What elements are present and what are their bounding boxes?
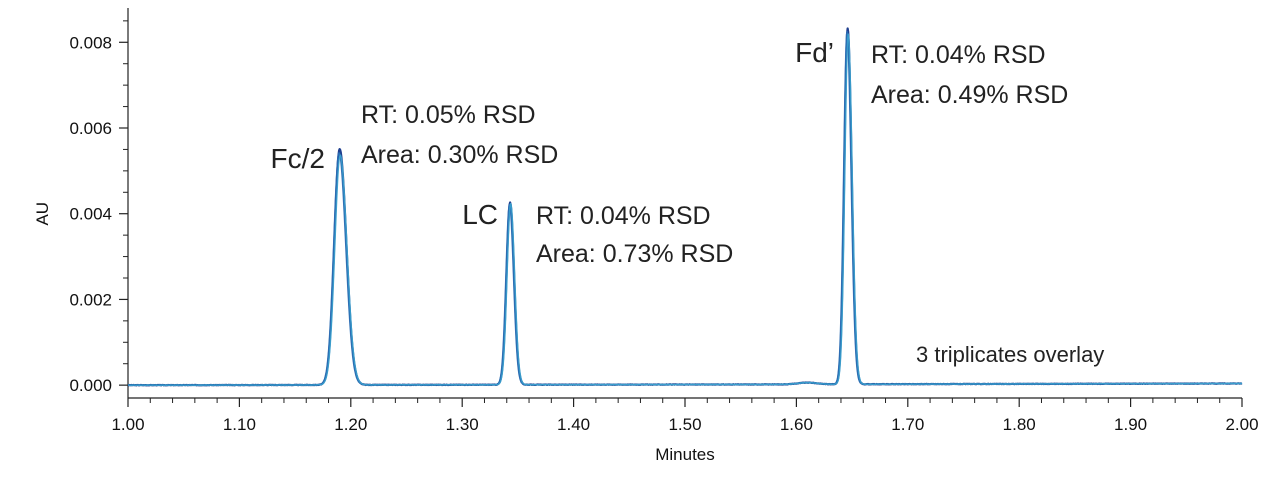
y-tick-label: 0.002	[69, 290, 112, 309]
peak-name-label: Fc/2	[271, 143, 325, 174]
y-axis-title: AU	[33, 202, 52, 226]
x-tick-label: 1.30	[446, 415, 479, 434]
series-layer	[127, 27, 1243, 387]
x-tick-label: 1.70	[891, 415, 924, 434]
y-tick-label: 0.008	[69, 33, 112, 52]
x-tick-label: 1.10	[223, 415, 256, 434]
y-tick-label: 0.004	[69, 205, 112, 224]
x-tick-label: 2.00	[1225, 415, 1258, 434]
x-tick-label: 1.00	[111, 415, 144, 434]
axes-layer: 0.000 0.002 0.004 0.006 0.008 1.00 1.10 1.20 1.3…	[33, 8, 1259, 464]
x-tick-label: 1.40	[557, 415, 590, 434]
y-tick-label: 0.006	[69, 119, 112, 138]
peak-rt-rsd-label: RT: 0.04% RSD	[871, 41, 1046, 69]
x-axis-title: Minutes	[655, 445, 715, 464]
x-tick-label: 1.90	[1114, 415, 1147, 434]
x-tick-label: 1.20	[334, 415, 367, 434]
peak-name-label: LC	[462, 199, 498, 230]
peak-name-label: Fd’	[795, 37, 834, 68]
peak-rt-rsd-label: RT: 0.05% RSD	[361, 101, 536, 129]
overlay-annotation: 3 triplicates overlay	[916, 342, 1104, 367]
trace-injection-3	[127, 33, 1243, 387]
x-tick-label: 1.50	[668, 415, 701, 434]
peak-area-rsd-label: Area: 0.49% RSD	[871, 81, 1068, 109]
label-layer: Fc/2 RT: 0.05% RSD Area: 0.30% RSD LC RT: 0.…	[271, 37, 1105, 367]
peak-area-rsd-label: Area: 0.30% RSD	[361, 141, 558, 169]
y-tick-label: 0.000	[69, 376, 112, 395]
peak-rt-rsd-label: RT: 0.04% RSD	[536, 202, 711, 230]
peak-area-rsd-label: Area: 0.73% RSD	[536, 240, 733, 268]
x-tick-label: 1.60	[780, 415, 813, 434]
x-tick-label: 1.80	[1003, 415, 1036, 434]
